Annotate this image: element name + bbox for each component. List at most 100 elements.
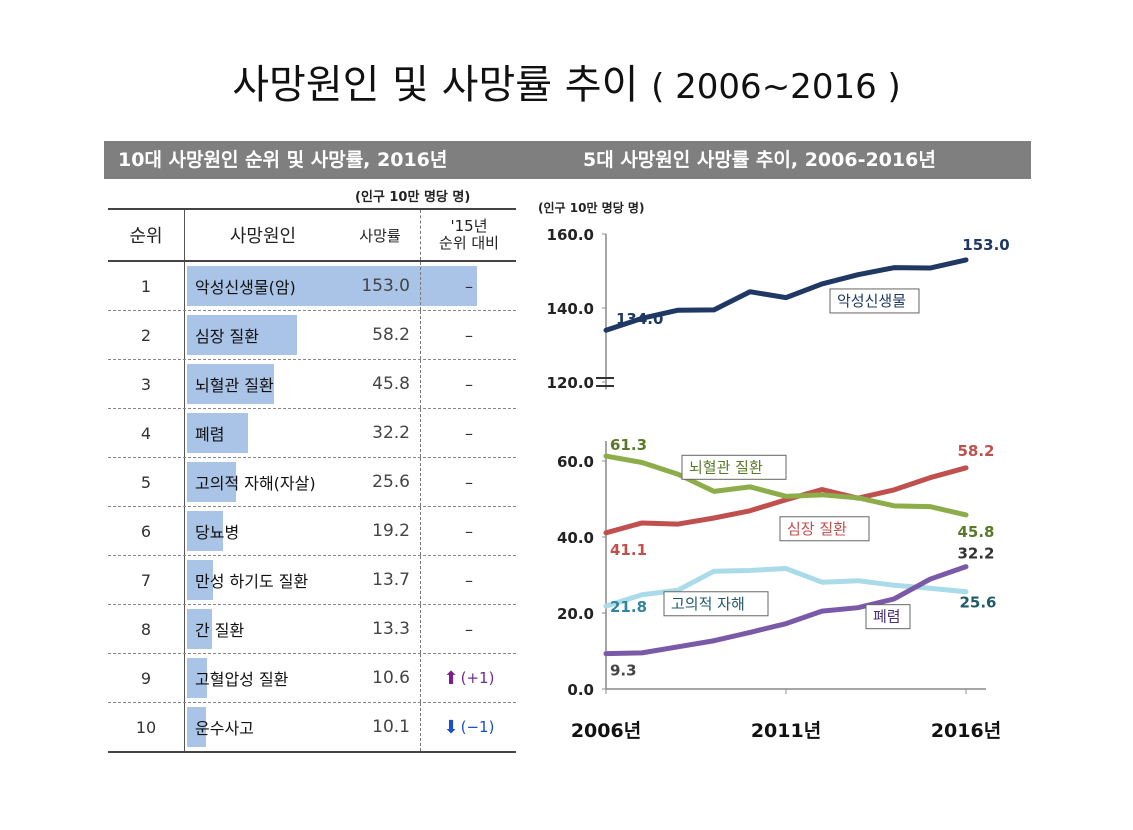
compare-cell: –: [420, 262, 517, 310]
rate-cell: 32.2: [372, 423, 410, 443]
table-body: 1 악성신생물(암) 153.0–2 심장 질환 58.2–3 뇌혈관 질환 45.8–4 폐…: [108, 262, 516, 753]
cause-cell: 뇌혈관 질환: [184, 360, 419, 408]
ranking-table: 순위 사망원인 사망률 '15년 순위 대비 1 악성신생물(암) 153.0–2 심…: [108, 208, 516, 753]
series-name-box: [829, 288, 920, 314]
table-row: 3 뇌혈관 질환 45.8–: [108, 360, 516, 409]
y-tick-label: 120.0: [547, 374, 594, 392]
end-value-label: 32.2: [957, 545, 994, 563]
rank-cell: 3: [140, 374, 152, 394]
compare-cell: –: [420, 605, 517, 653]
rate-bar: [187, 658, 208, 698]
header-compare-line2: 순위 대비: [439, 234, 499, 252]
y-tick-label: 140.0: [547, 300, 594, 318]
table-row: 5 고의적 자해(자살) 25.6–: [108, 458, 516, 507]
table-row: 8 간 질환 13.3–: [108, 605, 516, 654]
table-unit-note: (인구 10만 명당 명): [355, 190, 471, 205]
rate-bar: [187, 511, 224, 551]
header-compare: '15년 순위 대비: [420, 210, 517, 260]
end-value-label: 58.2: [957, 442, 994, 460]
cause-cell: 간 질환: [184, 605, 419, 653]
y-tick-label: 60.0: [557, 453, 594, 471]
start-value-label: 134.0: [616, 310, 663, 328]
header-rank: 순위: [129, 226, 163, 247]
rate-cell: 10.1: [372, 717, 410, 737]
rate-cell: 58.2: [372, 325, 410, 345]
line-chart: (인구 10만 명당 명) 0.0 20.0 40.0 60.0 120.0 140.0 1…: [538, 200, 1010, 742]
cause-label: 운수사고: [195, 719, 254, 738]
cause-label: 고의적 자해(자살): [195, 474, 316, 493]
series-name-label: 폐렴: [873, 608, 901, 626]
header-cause: 사망원인: [184, 210, 341, 260]
series-name-box: [865, 604, 911, 630]
cause-label: 당뇨병: [195, 523, 240, 542]
cause-cell: 고의적 자해(자살): [184, 458, 419, 506]
start-value-label: 41.1: [610, 541, 647, 559]
compare-cell: ⬆ (+1): [420, 654, 517, 702]
series-line: [603, 465, 969, 536]
arrow-up-icon: ⬆: [443, 667, 459, 689]
series-name-label: 고의적 자해: [671, 595, 745, 613]
compare-cell: –: [420, 507, 517, 555]
cause-label: 뇌혈관 질환: [195, 376, 274, 395]
rate-bar: [187, 364, 274, 404]
rate-bar: [187, 609, 213, 649]
table-row: 10 운수사고 10.1 ⬇ (−1): [108, 703, 516, 753]
series-line: [603, 564, 969, 657]
table-header: 순위 사망원인 사망률 '15년 순위 대비: [108, 208, 516, 262]
rank-cell: 8: [140, 619, 152, 639]
header-compare-line1: '15년: [450, 217, 488, 235]
series-name-box: [663, 591, 769, 617]
rate-cell: 25.6: [372, 472, 410, 492]
cause-cell: 만성 하기도 질환: [184, 556, 419, 604]
compare-cell: –: [420, 556, 517, 604]
rate-bar: [187, 266, 477, 306]
rate-bar: [187, 707, 207, 747]
rank-cell: 6: [140, 521, 152, 541]
x-tick-label: 2006년: [571, 720, 641, 742]
rank-cell: 10: [135, 717, 157, 737]
series-name-label: 악성신생물: [837, 292, 906, 310]
compare-cell: –: [420, 458, 517, 506]
page-title: 사망원인 및 사망률 추이 ( 2006~2016 ): [0, 52, 1133, 110]
series-line: [603, 257, 969, 333]
rate-cell: 153.0: [361, 276, 410, 296]
rank-cell: 4: [140, 423, 152, 443]
rank-cell: 1: [140, 276, 152, 296]
y-tick-label: 20.0: [557, 605, 594, 623]
compare-text: (−1): [460, 718, 495, 736]
rate-cell: 19.2: [372, 521, 410, 541]
compare-cell: –: [420, 360, 517, 408]
compare-cell: –: [420, 311, 517, 359]
cause-label: 고혈압성 질환: [195, 670, 289, 689]
cause-label: 악성신생물(암): [195, 278, 296, 297]
cause-label: 심장 질환: [195, 327, 259, 346]
left-panel-header: 10대 사망원인 순위 및 사망률, 2016년: [104, 141, 529, 179]
cause-label: 폐렴: [195, 425, 225, 444]
cause-label: 만성 하기도 질환: [195, 572, 309, 591]
cause-cell: 악성신생물(암): [184, 262, 477, 310]
table-row: 7 만성 하기도 질환 13.7–: [108, 556, 516, 605]
rate-bar: [187, 560, 213, 600]
title-main: 사망원인 및 사망률 추이: [232, 62, 639, 108]
rate-cell: 45.8: [372, 374, 410, 394]
x-tick-label: 2011년: [751, 720, 821, 742]
cause-cell: 고혈압성 질환: [184, 654, 419, 702]
rank-cell: 9: [140, 668, 152, 688]
compare-cell: –: [420, 409, 517, 457]
rate-bar: [187, 462, 236, 502]
start-value-label: 61.3: [610, 436, 647, 454]
title-range: ( 2006~2016 ): [651, 67, 901, 107]
cause-cell: 당뇨병: [184, 507, 419, 555]
chart-labels: 134.0 153.0 악성신생물 41.1 58.2 심장 질환 61.3 45.8 뇌혈관 …: [610, 236, 1010, 680]
table-row: 6 당뇨병 19.2–: [108, 507, 516, 556]
end-value-label: 25.6: [959, 594, 996, 612]
rate-cell: 13.3: [372, 619, 410, 639]
right-panel-header: 5대 사망원인 사망률 추이, 2006-2016년: [529, 141, 1031, 179]
y-tick-label: 160.0: [547, 226, 594, 244]
x-tick-label: 2016년: [931, 720, 1001, 742]
cause-cell: 심장 질환: [184, 311, 419, 359]
end-value-label: 45.8: [957, 523, 994, 541]
y-tick-label: 40.0: [557, 529, 594, 547]
rate-cell: 13.7: [372, 570, 410, 590]
series-name-box: [779, 516, 870, 542]
